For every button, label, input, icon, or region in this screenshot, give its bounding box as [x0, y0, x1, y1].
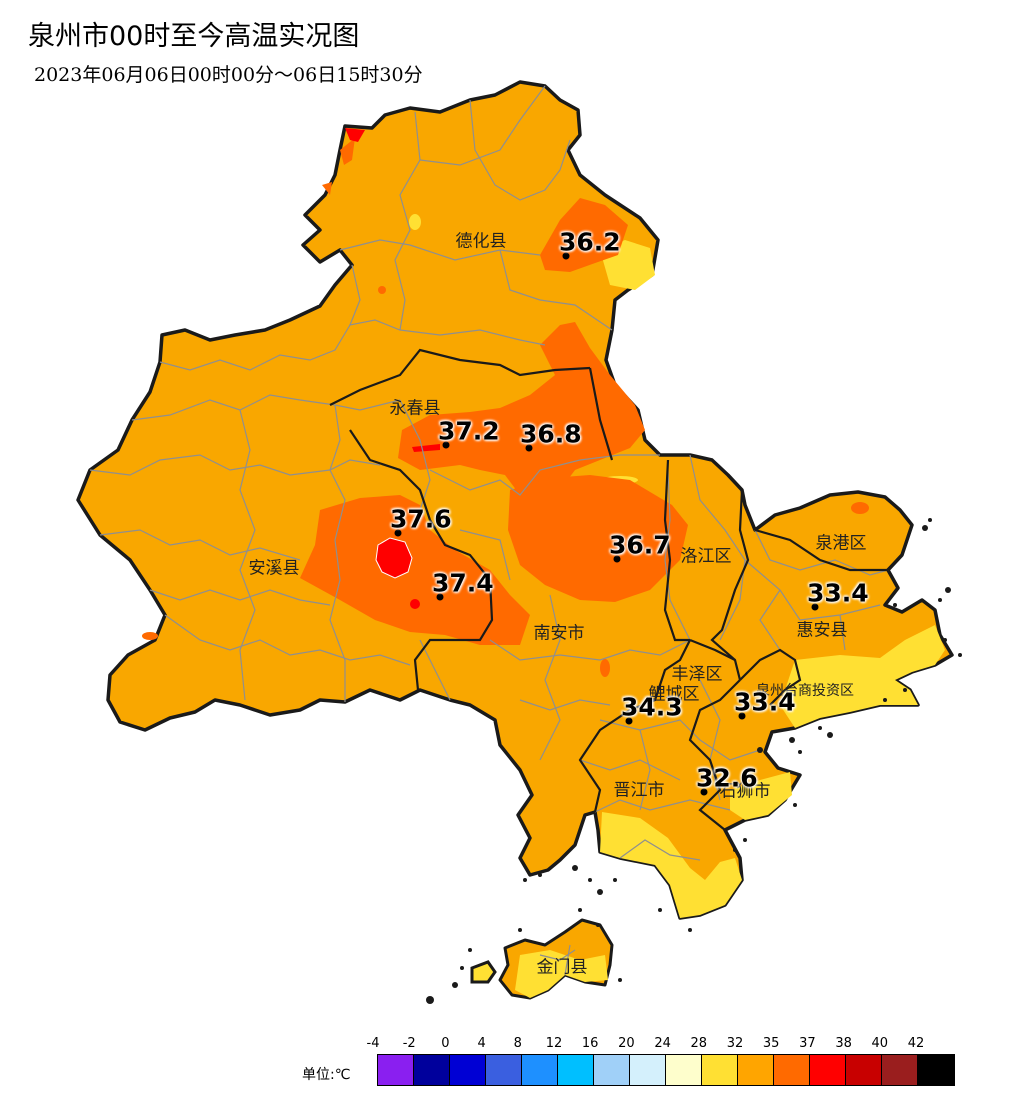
district-label-dehua: 德化县: [455, 231, 507, 252]
district-borders: [329, 348, 888, 831]
legend-tick-label: 8: [513, 1036, 522, 1051]
legend-swatch: [486, 1055, 522, 1085]
legend-swatch: [630, 1055, 666, 1085]
legend-unit-label: 单位:℃: [302, 1067, 351, 1083]
district-label-shishi: 石狮市: [719, 781, 771, 802]
station-dot: [738, 712, 746, 720]
legend-tick-label: -4: [366, 1036, 380, 1051]
district-label-taishang: 泉州台商投资区: [756, 683, 854, 699]
station-dot: [625, 717, 633, 725]
district-label-quangang: 泉港区: [815, 533, 867, 554]
legend-swatch: [810, 1055, 846, 1085]
legend-swatch: [702, 1055, 738, 1085]
legend-swatch: [738, 1055, 774, 1085]
station-dot: [700, 788, 708, 796]
station-dot: [442, 441, 450, 449]
station-dot: [436, 593, 444, 601]
legend-swatch: [558, 1055, 594, 1085]
legend-swatch: [846, 1055, 882, 1085]
station-value: 36.2: [559, 227, 621, 257]
map-title: 泉州市00时至今高温实况图: [28, 21, 360, 52]
legend-swatch: [774, 1055, 810, 1085]
legend-tick-label: 24: [654, 1036, 671, 1051]
legend-tick-label: 12: [545, 1036, 563, 1051]
district-label-jinjiang: 晋江市: [613, 780, 665, 801]
station-value: 37.2: [438, 416, 500, 446]
station-dot: [394, 529, 402, 537]
legend-swatch: [666, 1055, 702, 1085]
legend-tick-label: 4: [477, 1036, 486, 1051]
small-island: [470, 960, 497, 984]
station-value: 36.7: [609, 530, 671, 560]
legend-tick-label: 35: [762, 1036, 780, 1051]
station-dot: [811, 603, 819, 611]
station-dot: [525, 444, 533, 452]
legend-tick-label: 38: [835, 1036, 852, 1051]
station-value: 33.4: [807, 578, 869, 608]
legend-tick-label: 28: [690, 1036, 708, 1051]
legend-swatch: [594, 1055, 630, 1085]
color-legend: [377, 1054, 955, 1086]
station-dot: [562, 252, 570, 260]
township-lines: [89, 85, 889, 976]
islets: [426, 518, 962, 1004]
station-value: 32.6: [696, 763, 758, 793]
district-label-jinmen: 金门县: [536, 957, 588, 978]
legend-tick-label: 32: [726, 1036, 744, 1051]
district-label-licheng: 鲤城区: [648, 684, 700, 705]
station-value: 37.6: [390, 504, 452, 534]
legend-swatch: [522, 1055, 558, 1085]
legend-tick-label: 16: [581, 1036, 599, 1051]
legend-swatch: [882, 1055, 918, 1085]
legend-swatch: [918, 1055, 954, 1085]
district-label-yongchun: 永春县: [389, 398, 441, 419]
station-value: 37.4: [432, 568, 494, 598]
station-value: 36.8: [520, 419, 582, 449]
legend-tick-label: 40: [871, 1036, 889, 1051]
legend-tick-label: 37: [799, 1036, 816, 1051]
district-label-fengze: 丰泽区: [671, 664, 723, 685]
station-dot: [613, 555, 621, 563]
map-time-range: 2023年06月06日00时00分～06日15时30分: [34, 64, 423, 86]
legend-swatch: [414, 1055, 450, 1085]
legend-swatch: [450, 1055, 486, 1085]
district-label-nanan: 南安市: [533, 623, 585, 644]
legend-tick-label: 0: [441, 1036, 450, 1051]
district-label-anxi: 安溪县: [248, 558, 300, 579]
district-label-luojiang: 洛江区: [680, 546, 732, 567]
legend-tick-label: 20: [618, 1036, 635, 1051]
legend-swatch: [378, 1055, 414, 1085]
legend-tick-label: -2: [402, 1036, 416, 1051]
station-value: 33.4: [734, 687, 796, 717]
legend-tick-label: 42: [907, 1036, 925, 1051]
station-value: 34.3: [621, 692, 683, 722]
district-label-huian: 惠安县: [796, 620, 848, 641]
